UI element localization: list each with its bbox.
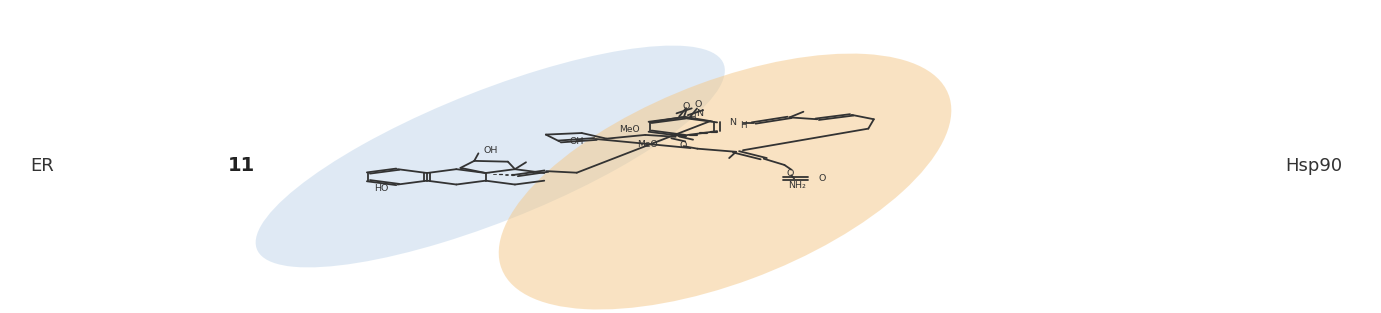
- Text: MeO: MeO: [637, 141, 657, 149]
- Text: 11: 11: [228, 156, 255, 175]
- Text: O: O: [695, 100, 702, 109]
- Text: O: O: [682, 102, 690, 111]
- Text: O: O: [786, 169, 794, 178]
- Text: OH: OH: [483, 146, 499, 155]
- Text: O: O: [679, 141, 688, 150]
- Text: H: H: [740, 121, 747, 130]
- Text: NH₂: NH₂: [789, 182, 805, 190]
- Text: HO: HO: [374, 184, 388, 193]
- Text: H: H: [689, 113, 696, 122]
- Text: N: N: [729, 118, 736, 126]
- Text: Hsp90: Hsp90: [1286, 157, 1342, 175]
- Text: ER: ER: [30, 157, 54, 175]
- Ellipse shape: [255, 46, 725, 267]
- Text: OH: OH: [569, 137, 583, 146]
- Text: N: N: [696, 109, 703, 118]
- Ellipse shape: [499, 54, 952, 310]
- Text: MeO: MeO: [619, 125, 639, 134]
- Text: O: O: [819, 174, 826, 183]
